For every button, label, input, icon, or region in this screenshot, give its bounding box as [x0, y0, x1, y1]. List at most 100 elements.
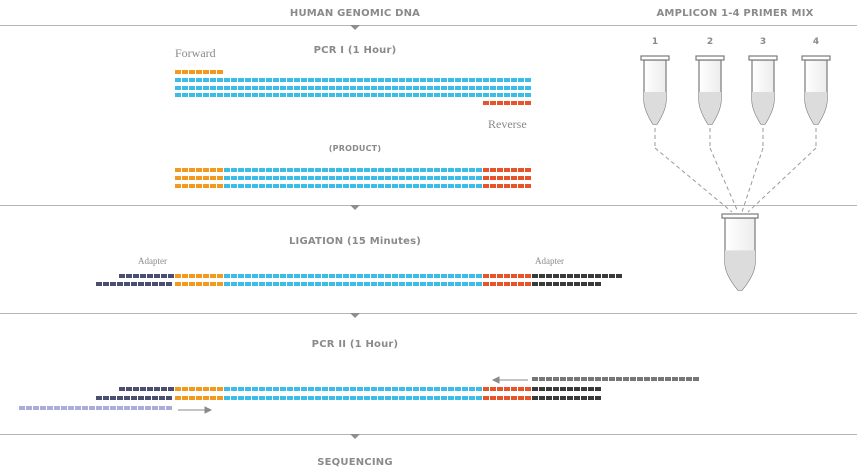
- dna-block: [413, 184, 419, 188]
- dna-block: [574, 282, 580, 286]
- dna-block: [441, 274, 447, 278]
- dna-block: [357, 387, 363, 391]
- dna-block: [280, 78, 286, 82]
- dna-block: [525, 101, 531, 105]
- dna-block: [413, 176, 419, 180]
- dna-block: [245, 86, 251, 90]
- dna-block: [637, 377, 643, 381]
- dna-block: [329, 78, 335, 82]
- dna-block: [210, 176, 216, 180]
- dna-block: [441, 387, 447, 391]
- dna-block: [413, 282, 419, 286]
- dna-block: [196, 396, 202, 400]
- dna-block: [301, 274, 307, 278]
- dna-block: [686, 377, 692, 381]
- dna-block: [448, 396, 454, 400]
- dna-block: [350, 168, 356, 172]
- dna-block: [462, 396, 468, 400]
- dna-block: [322, 176, 328, 180]
- dna-block: [504, 168, 510, 172]
- tube-liquid: [699, 92, 721, 124]
- pcr2-dna-segment: [224, 396, 482, 400]
- dna-block: [651, 377, 657, 381]
- dna-block: [145, 406, 151, 410]
- tube-liquid: [644, 92, 666, 124]
- dna-block: [511, 282, 517, 286]
- dna-block: [103, 396, 109, 400]
- dna-block: [469, 86, 475, 90]
- template-strand-top: [175, 78, 531, 82]
- dna-block: [441, 176, 447, 180]
- dna-block: [175, 184, 181, 188]
- dna-block: [525, 93, 531, 97]
- dna-block: [329, 274, 335, 278]
- dna-block: [581, 387, 587, 391]
- dna-block: [259, 168, 265, 172]
- tube-rim: [801, 55, 831, 61]
- dna-block: [511, 396, 517, 400]
- dna-block: [343, 78, 349, 82]
- dna-block: [364, 274, 370, 278]
- dna-block: [385, 184, 391, 188]
- dna-block: [357, 168, 363, 172]
- dna-block: [413, 78, 419, 82]
- product-label: (PRODUCT): [328, 144, 382, 153]
- dna-block: [19, 406, 25, 410]
- dna-block: [224, 184, 230, 188]
- dna-block: [308, 274, 314, 278]
- dna-block: [504, 176, 510, 180]
- dna-block: [266, 78, 272, 82]
- dna-block: [280, 274, 286, 278]
- dna-block: [252, 168, 258, 172]
- dna-block: [182, 274, 188, 278]
- dna-block: [616, 377, 622, 381]
- dna-block: [665, 377, 671, 381]
- dna-block: [196, 184, 202, 188]
- dna-block: [343, 274, 349, 278]
- dna-block: [175, 282, 181, 286]
- dna-block: [378, 387, 384, 391]
- dna-block: [525, 274, 531, 278]
- dna-block: [448, 176, 454, 180]
- dna-block: [581, 396, 587, 400]
- dna-block: [231, 184, 237, 188]
- dna-block: [385, 396, 391, 400]
- dna-block: [371, 387, 377, 391]
- dna-block: [602, 274, 608, 278]
- dna-block: [483, 274, 489, 278]
- dna-block: [315, 396, 321, 400]
- mix-connector-lines: [654, 128, 817, 213]
- dna-block: [245, 282, 251, 286]
- dna-block: [96, 396, 102, 400]
- dna-block: [196, 274, 202, 278]
- dna-block: [392, 184, 398, 188]
- extension-arrows: [178, 376, 528, 414]
- dna-block: [525, 176, 531, 180]
- dna-block: [110, 282, 116, 286]
- dna-block: [301, 176, 307, 180]
- dna-block: [560, 282, 566, 286]
- dna-block: [462, 93, 468, 97]
- dna-block: [145, 396, 151, 400]
- tube-number-1: 1: [651, 37, 659, 47]
- dna-block: [329, 168, 335, 172]
- dna-block: [287, 168, 293, 172]
- dna-block: [581, 377, 587, 381]
- dna-block: [462, 274, 468, 278]
- dna-block: [245, 168, 251, 172]
- dna-block: [364, 78, 370, 82]
- dna-block: [110, 396, 116, 400]
- dna-block: [175, 86, 181, 90]
- dna-block: [427, 184, 433, 188]
- dna-block: [693, 377, 699, 381]
- dna-block: [217, 86, 223, 90]
- dna-block: [280, 184, 286, 188]
- arrowhead-right-icon: [204, 406, 213, 414]
- dna-block: [371, 86, 377, 90]
- dna-block: [203, 176, 209, 180]
- dna-block: [539, 274, 545, 278]
- dna-block: [525, 396, 531, 400]
- dna-block: [511, 184, 517, 188]
- dna-block: [350, 86, 356, 90]
- dna-block: [259, 282, 265, 286]
